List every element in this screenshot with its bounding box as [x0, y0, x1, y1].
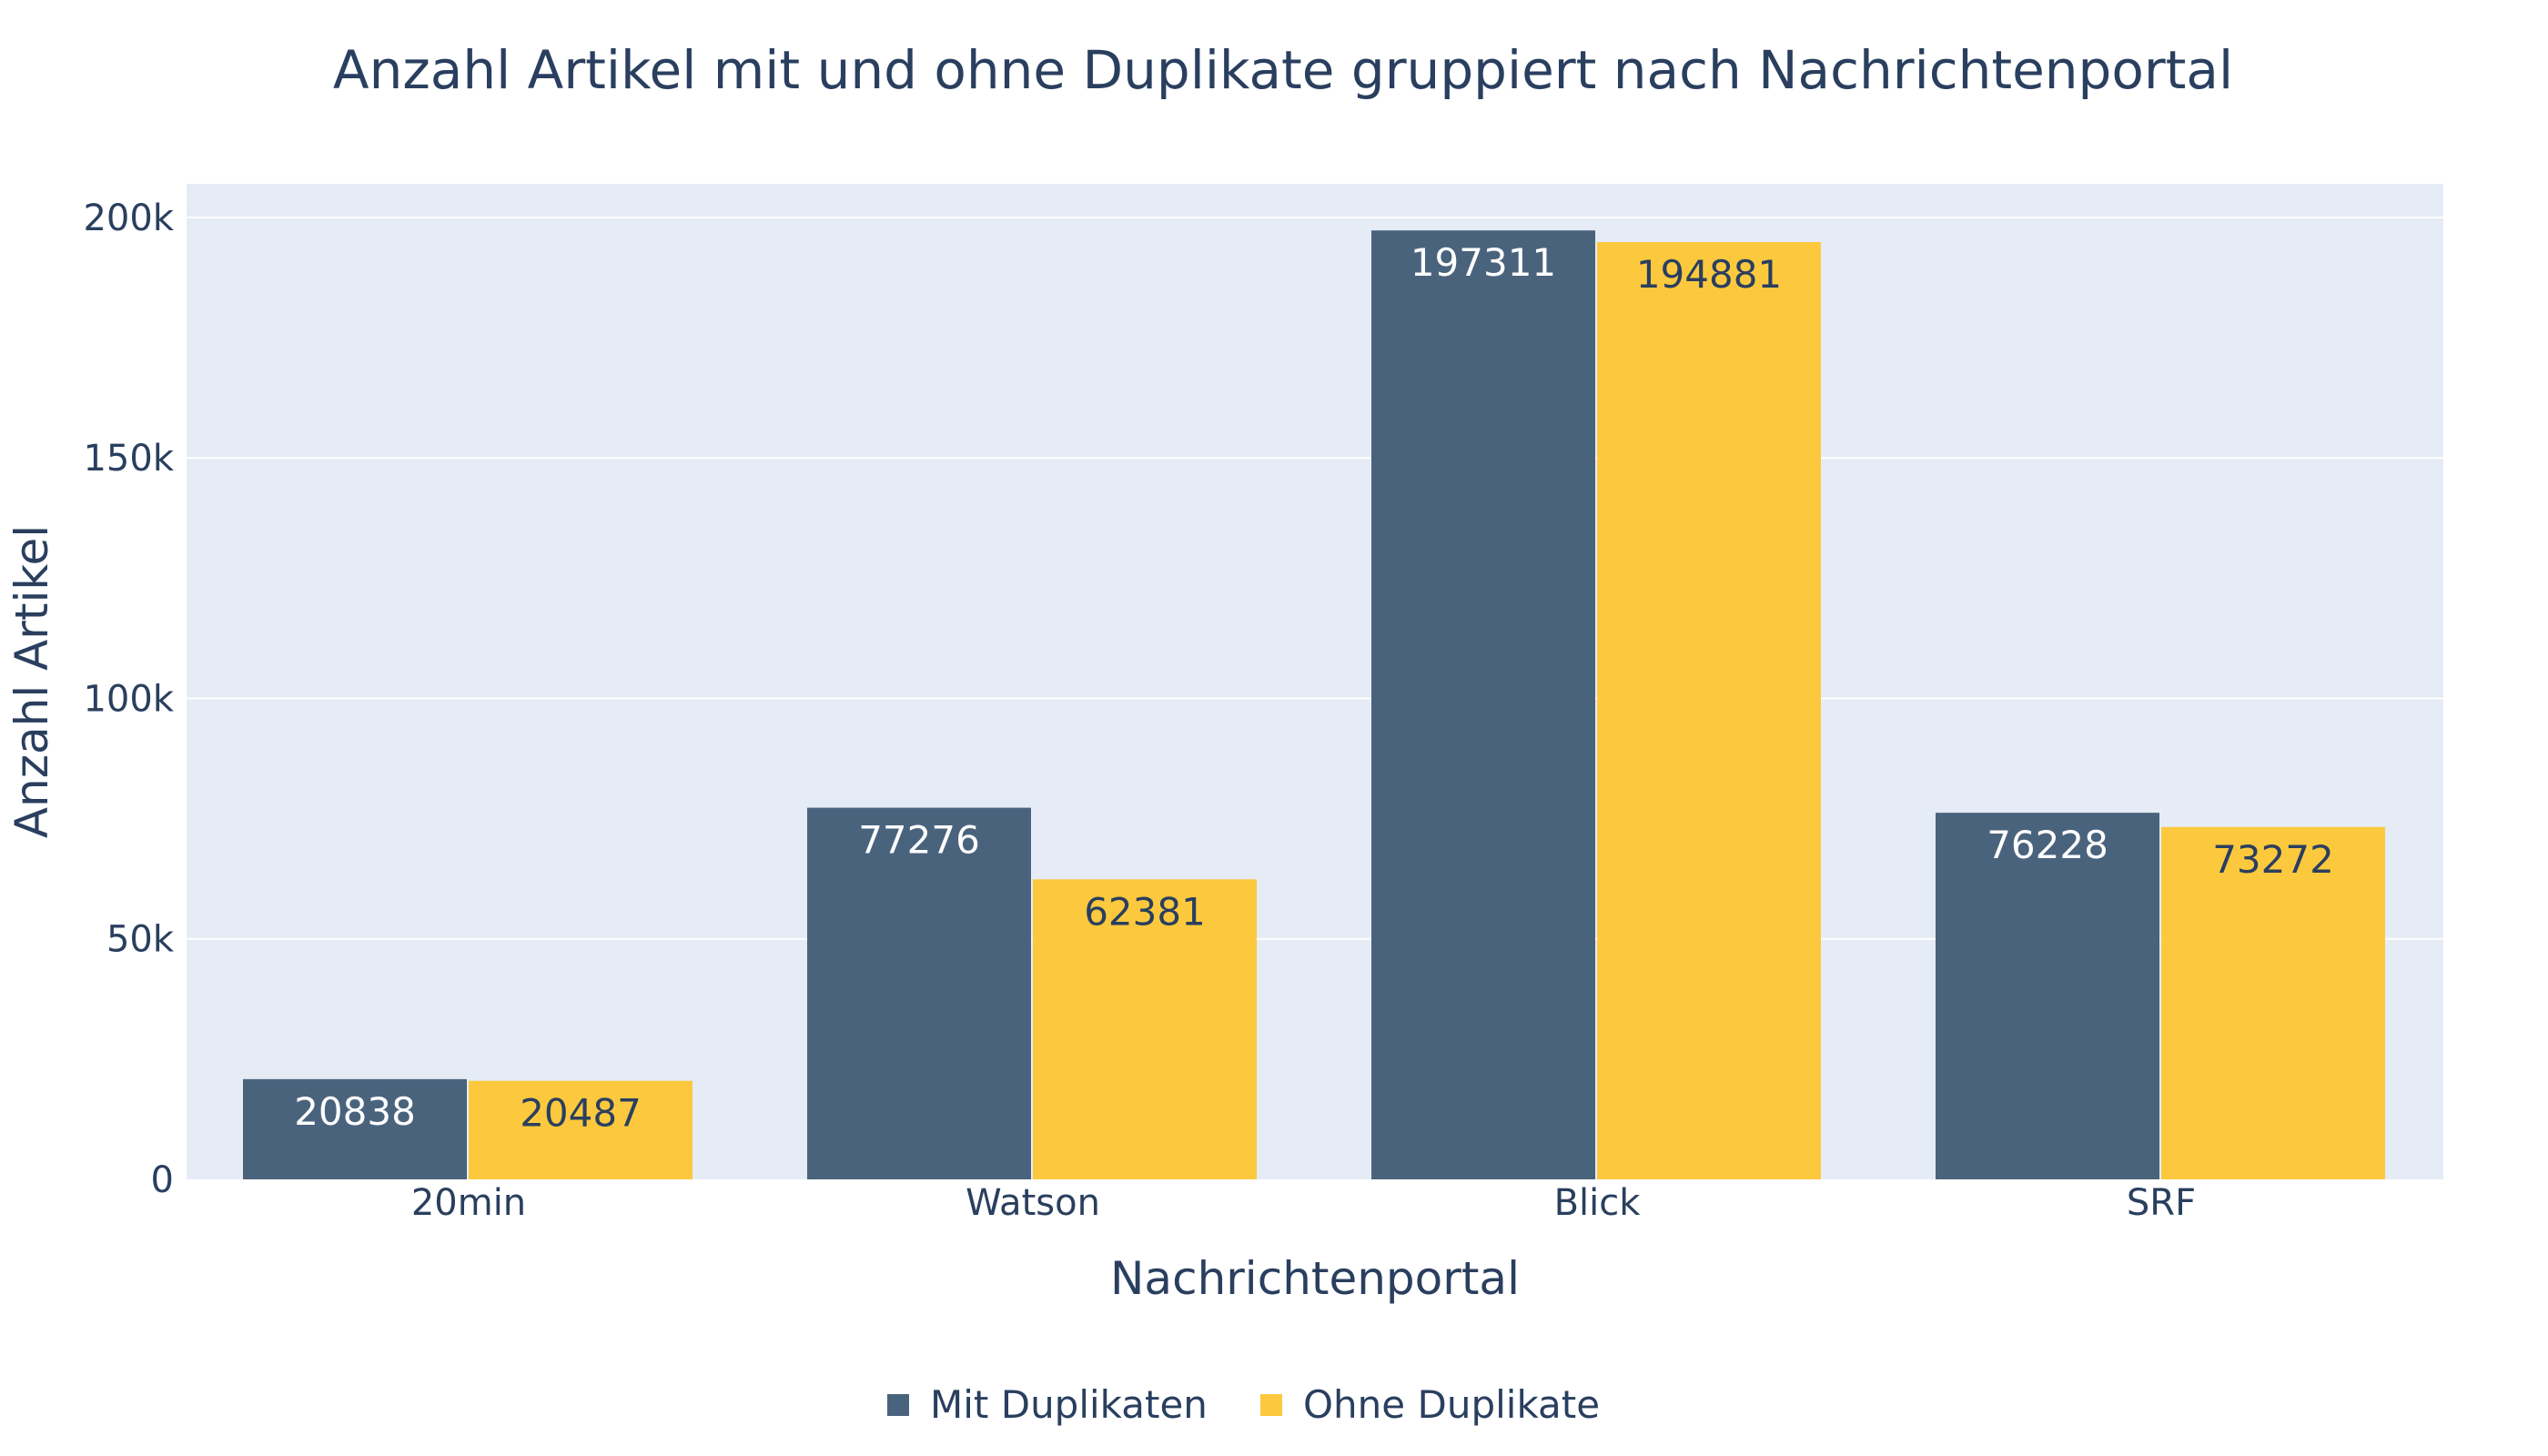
y-tick-label: 50k — [106, 919, 175, 961]
bar-value-label: 197311 — [1410, 240, 1556, 285]
y-axis-title: Anzahl Artikel — [5, 525, 58, 838]
bar-ohne-duplikate — [1033, 879, 1257, 1179]
y-tick-label: 200k — [83, 197, 174, 239]
bar-mit-duplikaten — [807, 807, 1031, 1179]
legend-swatch — [887, 1394, 909, 1416]
bar-mit-duplikaten — [1371, 230, 1595, 1180]
bar-value-label: 77276 — [858, 818, 980, 863]
y-axis-ticks: 0 50k 100k 150k 200k — [83, 197, 174, 1201]
chart-title: Anzahl Artikel mit und ohne Duplikate gr… — [333, 39, 2233, 101]
x-axis-ticks: 20min Watson Blick SRF — [411, 1182, 2196, 1224]
bar-mit-duplikaten — [243, 1078, 467, 1179]
bar-ohne-duplikate — [2161, 826, 2385, 1179]
x-tick-label: Blick — [1554, 1182, 1642, 1224]
x-tick-label: Watson — [966, 1182, 1100, 1224]
bar-value-label: 62381 — [1084, 889, 1206, 934]
legend-label: Ohne Duplikate — [1303, 1382, 1600, 1427]
legend: Mit Duplikaten Ohne Duplikate — [887, 1382, 1600, 1427]
bar-value-label: 76228 — [1987, 823, 2108, 867]
bars: 20838 20487 77276 62381 197311 194881 76228 732… — [243, 230, 2385, 1180]
bar-value-label: 194881 — [1636, 252, 1782, 297]
legend-label: Mit Duplikaten — [930, 1382, 1208, 1427]
bar-ohne-duplikate — [469, 1080, 693, 1179]
y-tick-label: 0 — [151, 1159, 174, 1201]
y-tick-label: 100k — [83, 678, 174, 720]
bar-value-label: 20838 — [294, 1089, 416, 1134]
legend-swatch — [1260, 1394, 1282, 1416]
x-axis-title: Nachrichtenportal — [1110, 1252, 1520, 1305]
bar-ohne-duplikate — [1597, 242, 1821, 1179]
x-tick-label: SRF — [2127, 1182, 2196, 1224]
bar-value-label: 73272 — [2212, 837, 2334, 882]
y-tick-label: 150k — [83, 438, 174, 480]
bar-value-label: 20487 — [520, 1091, 642, 1136]
x-tick-label: 20min — [411, 1182, 526, 1224]
bar-mit-duplikaten — [1936, 813, 2159, 1179]
